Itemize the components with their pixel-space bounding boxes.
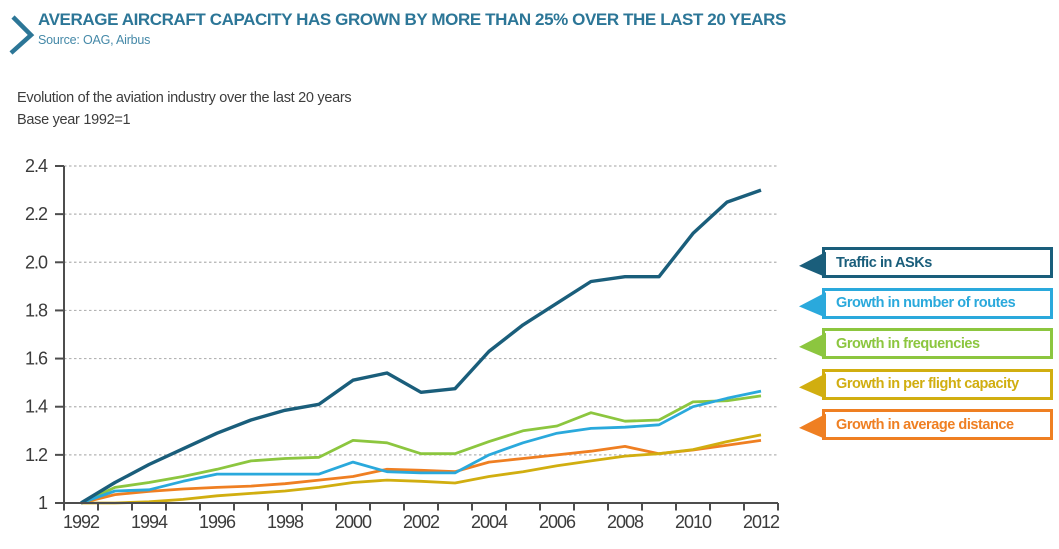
chart-base-year-note: Base year 1992=1 [17,112,131,128]
slide-header: AVERAGE AIRCRAFT CAPACITY HAS GROWN BY M… [0,0,1059,70]
x-tick-label: 2008 [607,512,644,532]
x-tick-label: 2000 [335,512,372,532]
x-tick-label: 2006 [539,512,576,532]
y-tick-label: 2.4 [25,156,48,176]
y-tick-label: 1.6 [25,349,48,369]
legend-label: Growth in average distance [836,416,1014,433]
legend-item-growth-in-frequencies: Growth in frequencies [799,328,1053,359]
y-tick-label: 1.2 [25,445,48,465]
x-tick-label: 2004 [471,512,508,532]
x-tick-label: 2012 [743,512,780,532]
series-line-growth-in-per-flight-capacity [81,433,762,505]
y-tick-label: 1.4 [25,397,48,417]
chart-legend: Traffic in ASKs Growth in number of route… [799,247,1053,450]
y-tick-label: 2.0 [25,252,48,272]
x-tick-label: 1992 [63,512,100,532]
chevron-icon [8,8,42,60]
y-tick-label: 2.2 [25,204,48,224]
x-tick-label: 1994 [131,512,168,532]
x-tick-label: 2002 [403,512,440,532]
source-note: Source: OAG, Airbus [38,33,151,47]
legend-label: Growth in frequencies [836,335,980,352]
series-line-growth-in-number-of-routes [80,389,762,505]
legend-item-growth-in-per-flight-capacity: Growth in per flight capacity [799,368,1053,400]
y-tick-label: 1.8 [25,300,48,320]
x-tick-label: 1996 [199,512,236,532]
x-tick-label: 2010 [675,512,712,532]
y-tick-label: 1 [38,493,48,513]
chart-intro: Evolution of the aviation industry over … [17,87,352,131]
page-title: AVERAGE AIRCRAFT CAPACITY HAS GROWN BY M… [38,10,786,29]
legend-label: Growth in per flight capacity [836,376,1019,392]
legend-item-growth-in-average-distance: Growth in average distance [799,409,1053,440]
series-line-traffic-in-asks [80,188,762,505]
legend-item-traffic-in-asks: Traffic in ASKs [799,247,1053,278]
x-tick-label: 1998 [267,512,304,532]
legend-label: Traffic in ASKs [836,254,932,271]
series-line-growth-in-frequencies [80,394,762,505]
series-line-growth-in-average-distance [80,439,762,505]
chart-title: Evolution of the aviation industry over … [17,90,352,106]
legend-label: Growth in number of routes [836,295,1016,311]
legend-item-growth-in-number-of-routes: Growth in number of routes [799,287,1053,319]
